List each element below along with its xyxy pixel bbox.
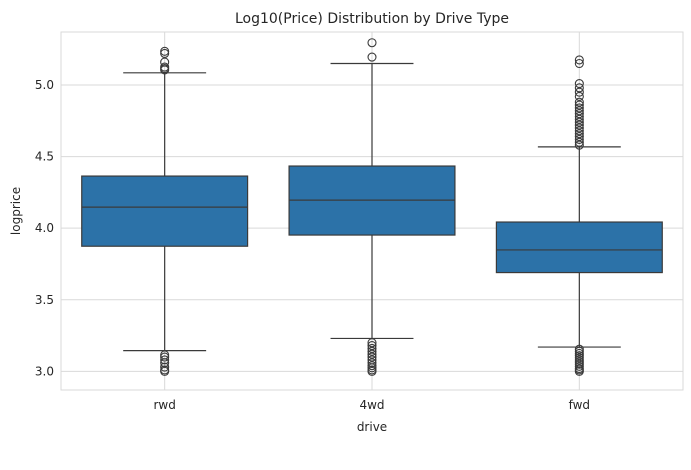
y-tick-label: 3.5 (35, 293, 54, 307)
outlier-point (367, 52, 377, 62)
outlier-point (574, 91, 584, 101)
outlier-point (574, 87, 584, 97)
outlier-point (574, 134, 584, 144)
outlier-point (574, 58, 584, 69)
outlier-point (367, 346, 377, 356)
box-4wd (288, 38, 456, 376)
outlier-point (574, 109, 584, 119)
y-axis-ticks: 3.0 3.5 4.0 4.5 5.0 (35, 78, 54, 378)
chart-title: Log10(Price) Distribution by Drive Type (235, 11, 509, 27)
outlier-point (160, 46, 170, 56)
x-tick-label: fwd (569, 398, 590, 412)
outlier-point (367, 349, 377, 359)
outlier-point (160, 355, 170, 365)
outlier-point (367, 338, 377, 348)
outlier-point (574, 126, 584, 136)
outlier-point (160, 365, 170, 375)
outlier-point (574, 344, 584, 354)
outlier-point (574, 131, 584, 142)
outlier-point (367, 38, 377, 48)
outlier-point (574, 103, 584, 113)
outlier-point (574, 117, 584, 127)
outlier-point (574, 79, 584, 89)
outlier-point (367, 343, 377, 354)
outlier-point (367, 352, 377, 362)
outlier-point (574, 129, 584, 139)
outlier-point (574, 137, 584, 147)
iqr-box (495, 221, 663, 274)
iqr-box (81, 175, 249, 247)
outlier-point (367, 341, 377, 351)
outlier-point (574, 97, 584, 107)
y-tick-label: 4.0 (35, 221, 54, 235)
outlier-point (574, 55, 584, 65)
outlier-point (574, 83, 584, 93)
outlier-point (574, 140, 584, 150)
outlier-point (160, 57, 170, 67)
outlier-point (574, 114, 584, 124)
outlier-point (574, 100, 584, 110)
x-tick-label: rwd (153, 398, 175, 412)
y-tick-label: 5.0 (35, 78, 54, 92)
x-tick-label: 4wd (359, 398, 384, 412)
boxes-layer (81, 38, 663, 376)
y-axis-label: logprice (9, 187, 23, 235)
box-rwd (81, 46, 249, 376)
outlier-point (574, 106, 584, 116)
y-tick-label: 4.5 (35, 150, 54, 164)
x-axis-ticks: rwd 4wd fwd (153, 398, 590, 412)
outlier-point (574, 111, 584, 122)
x-axis-label: drive (357, 420, 387, 434)
outlier-point (160, 350, 170, 360)
outlier-point (574, 120, 584, 130)
outlier-point (160, 362, 170, 372)
outlier-point (367, 361, 377, 371)
outlier-point (367, 355, 377, 365)
y-tick-label: 3.0 (35, 364, 54, 378)
box-fwd (495, 55, 663, 376)
outlier-point (574, 123, 584, 133)
outlier-point (367, 358, 377, 368)
outlier-point (160, 62, 170, 72)
